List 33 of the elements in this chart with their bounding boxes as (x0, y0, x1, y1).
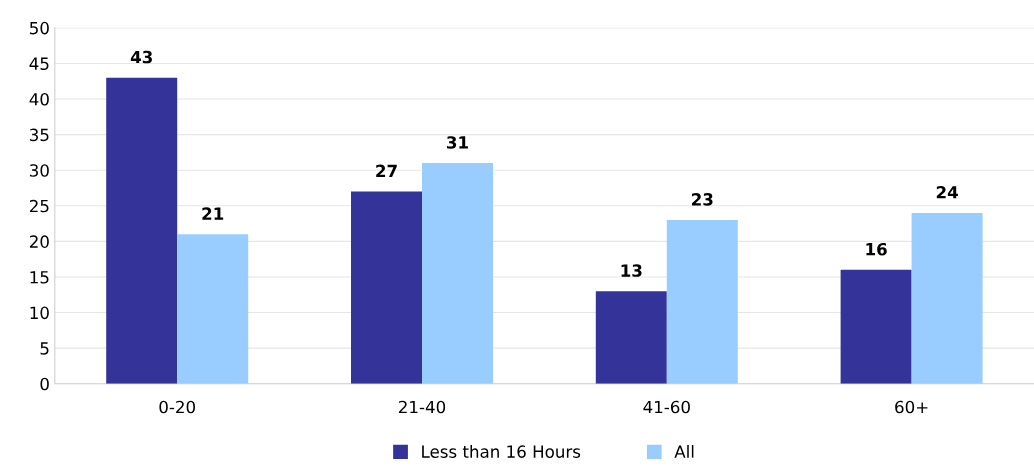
y-tick-label: 40 (29, 92, 49, 106)
bar (911, 212, 983, 384)
data-label: 43 (130, 50, 152, 64)
bar (351, 191, 422, 384)
data-label: 16 (866, 242, 887, 256)
y-tick-label: 35 (30, 128, 49, 142)
legend-label: Less than 16 Hours (422, 445, 581, 458)
y-tick-label: 15 (30, 271, 49, 284)
y-tick-label: 25 (29, 199, 49, 213)
data-label: 23 (692, 193, 713, 206)
y-tick-label: 10 (30, 306, 49, 320)
data-label: 21 (202, 207, 224, 220)
y-tick-label: 30 (30, 164, 49, 177)
y-tick-label: 5 (40, 342, 49, 355)
y-tick-label: 0 (40, 377, 49, 391)
x-tick-label: 0-20 (159, 400, 196, 414)
bar (422, 163, 493, 384)
y-tick-label: 50 (30, 21, 49, 35)
x-tick-label: 41-60 (643, 400, 690, 414)
data-label: 13 (621, 264, 642, 277)
legend-label: All (674, 445, 694, 458)
data-label: 27 (376, 164, 397, 177)
y-tick-label: 45 (29, 57, 49, 71)
bar (595, 291, 667, 384)
x-tick-label: 21-40 (399, 400, 446, 414)
bar (666, 220, 738, 384)
x-tick-label: 60+ (895, 400, 928, 414)
bar (106, 77, 178, 384)
data-label: 31 (447, 136, 468, 149)
y-tick-label: 20 (29, 235, 49, 248)
data-label: 24 (936, 185, 958, 199)
bar (840, 269, 912, 384)
bar (177, 234, 249, 384)
